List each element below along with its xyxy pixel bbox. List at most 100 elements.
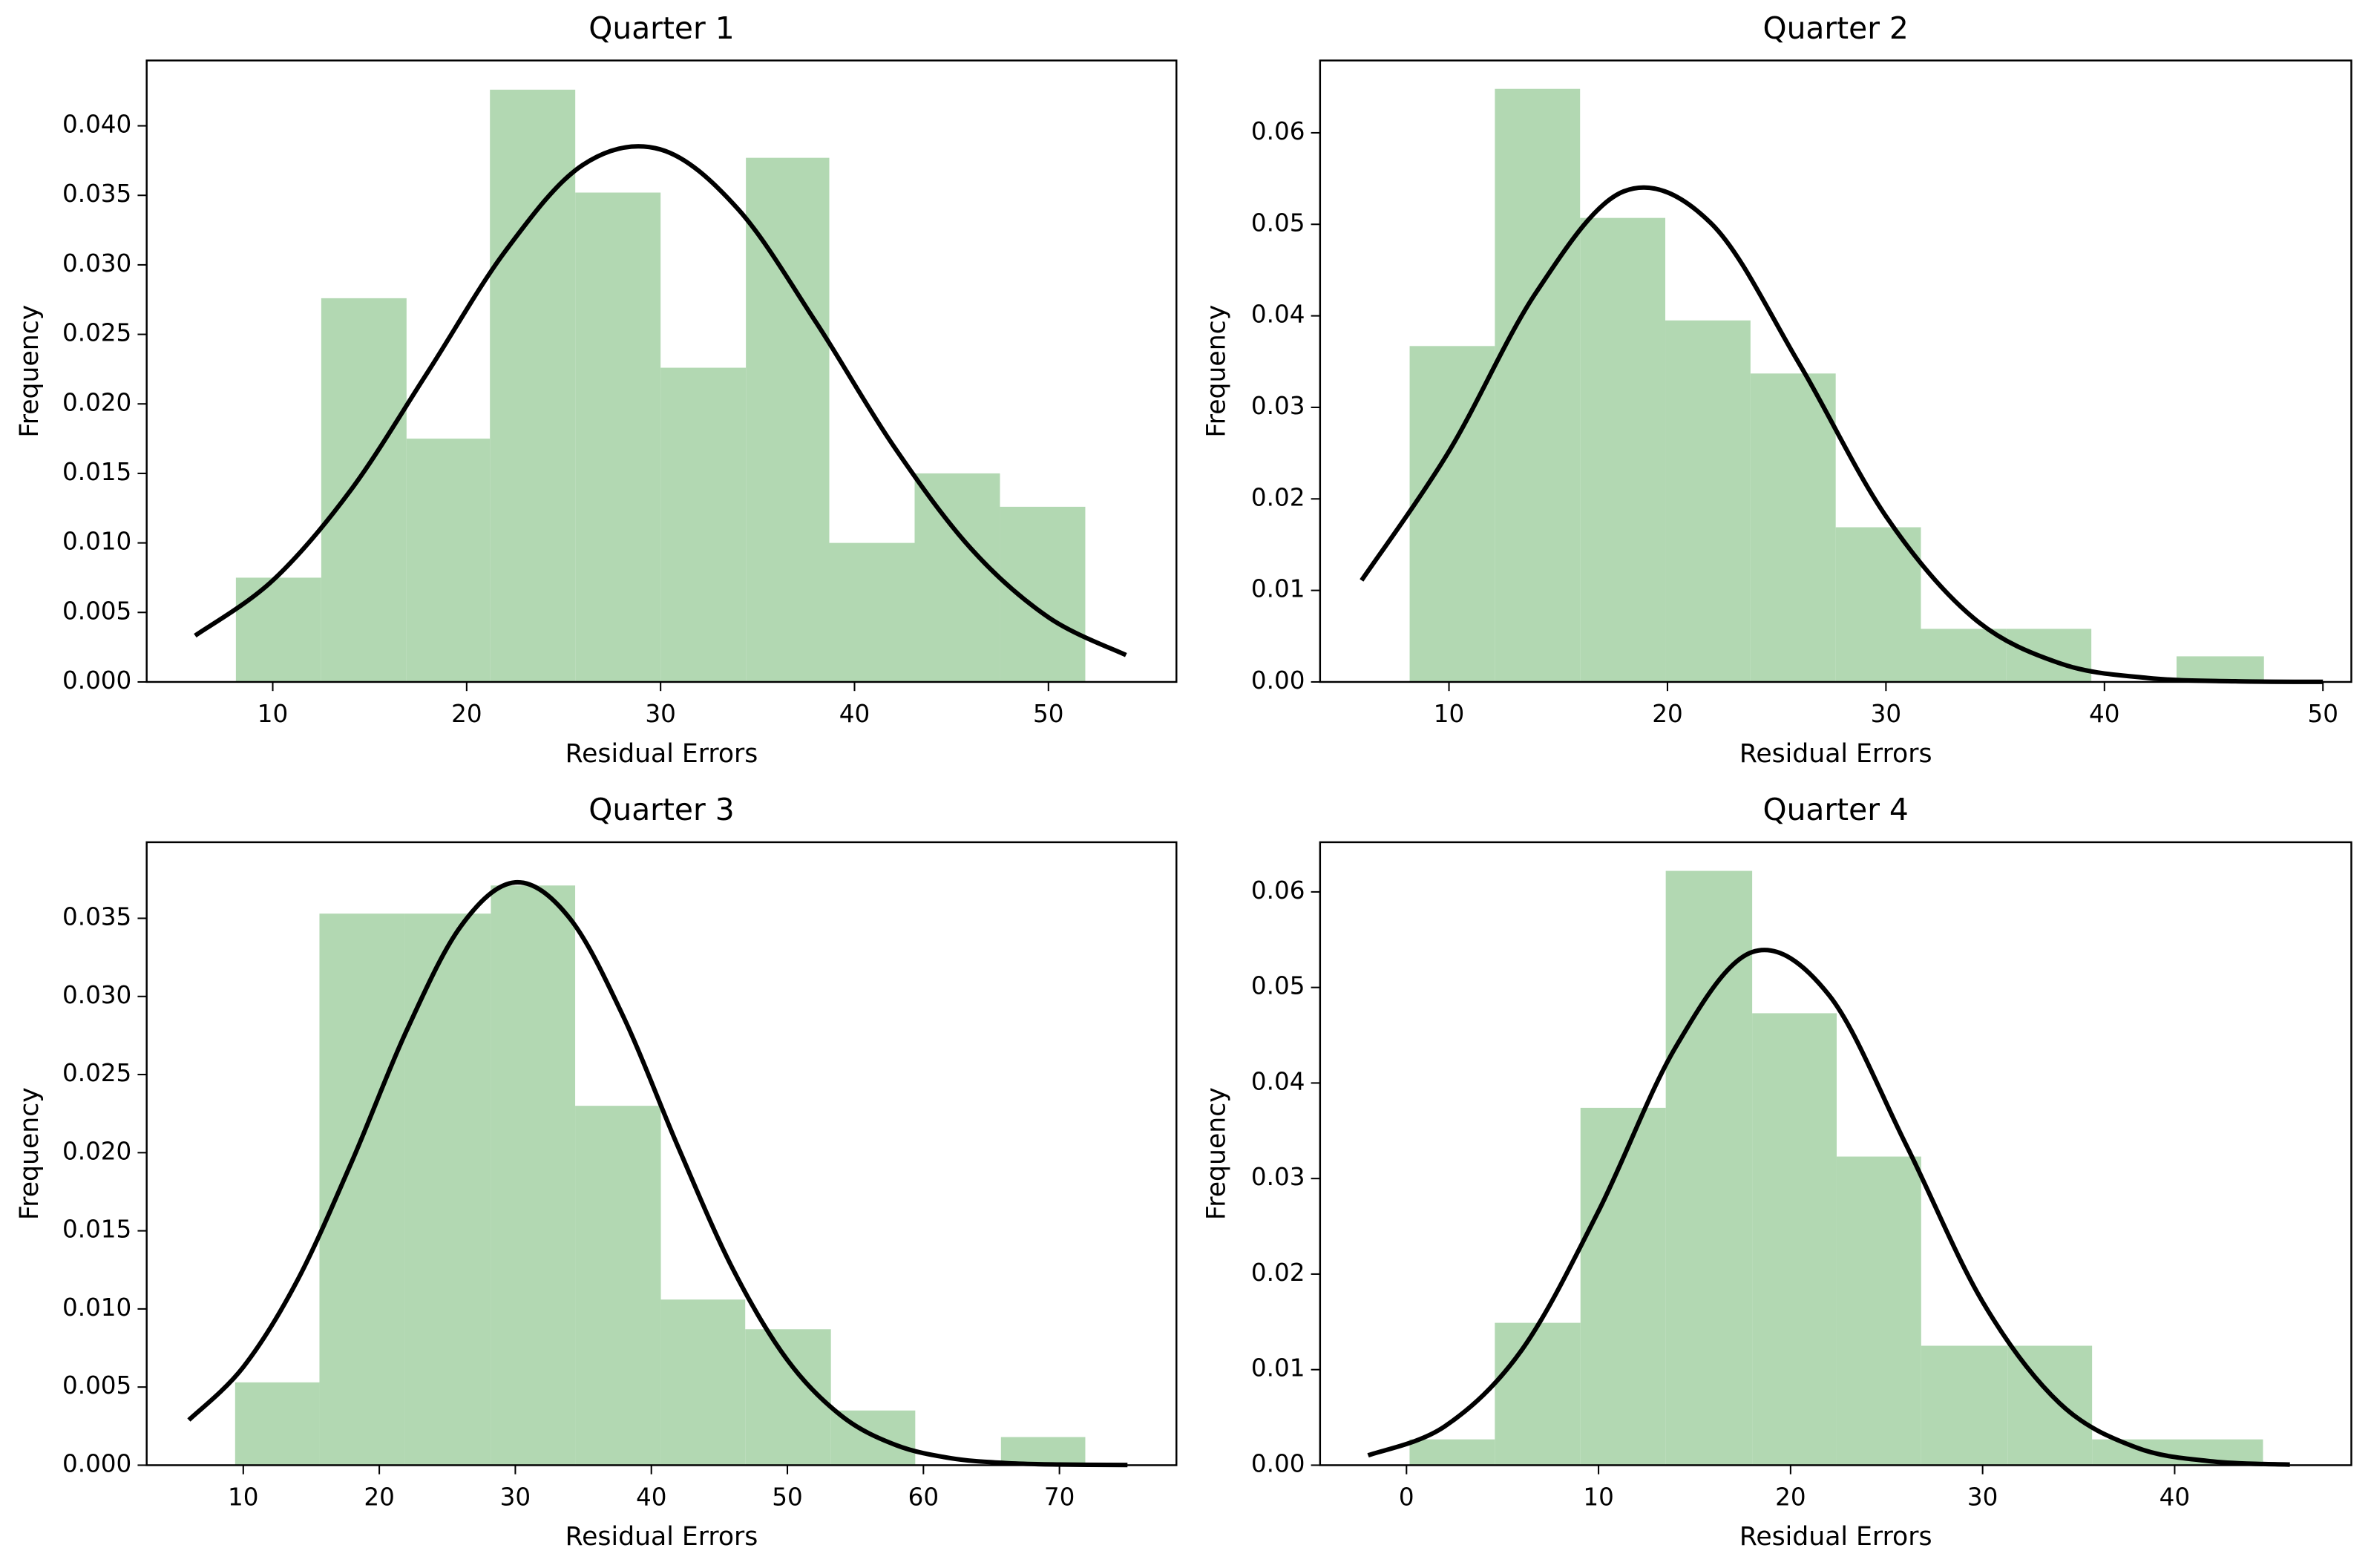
histogram-bar [745,1329,831,1466]
y-tick-label: 0.020 [62,1137,131,1165]
y-tick-label: 0.06 [1251,876,1305,905]
histogram-bar [319,913,405,1466]
x-tick-label: 40 [636,1483,666,1511]
histogram-bar [2006,629,2092,682]
x-axis-label: Residual Errors [565,1522,758,1552]
y-tick-label: 0.00 [1251,666,1305,695]
histogram-bar [1921,629,2007,682]
y-tick-label: 0.05 [1251,209,1305,237]
x-tick-label: 10 [1583,1483,1613,1511]
chart-title: Quarter 1 [588,10,734,46]
subplot: 0.00 0.01 0.02 0.03 0.04 0.05 0.06 10 20 30 40 50 Qu… [1201,10,2352,769]
histogram-bar [1495,1322,1581,1466]
x-tick-label: 10 [258,700,288,728]
y-tick-label: 0.03 [1251,1163,1305,1191]
x-tick-label: 50 [1033,700,1063,728]
density-curve [194,144,1127,657]
histogram-bar [321,298,407,682]
subplot: 0.00 0.01 0.02 0.03 0.04 0.05 0.06 0 10 20 30 40 Qua… [1201,792,2352,1552]
y-tick-label: 0.025 [62,1059,131,1087]
histogram-bar [746,157,830,682]
x-tick-label: 30 [645,700,675,728]
axes-frame [1319,841,2352,1466]
y-tick-label: 0.015 [62,458,131,486]
histogram-bar [235,1382,320,1466]
histogram-bar [490,89,576,682]
histogram-bar [1836,1156,1921,1466]
x-tick-label: 30 [1871,700,1901,728]
x-tick-label: 0 [1399,1483,1414,1511]
histogram-bar [1495,88,1581,682]
y-tick-label: 0.02 [1251,483,1305,511]
density-curve [187,879,1128,1468]
y-tick-label: 0.010 [62,1293,131,1322]
y-tick-label: 0.04 [1251,1067,1305,1095]
x-tick-label: 20 [364,1483,394,1511]
y-axis-label: Frequency [1201,1087,1231,1220]
y-tick-label: 0.01 [1251,575,1305,603]
y-tick-label: 0.01 [1251,1354,1305,1382]
histogram-bar [1580,1107,1666,1466]
x-tick-label: 40 [839,700,870,728]
y-tick-label: 0.030 [62,981,131,1009]
axes-frame [145,841,1178,1466]
x-tick-label: 30 [500,1483,531,1511]
y-tick-label: 0.005 [62,597,131,625]
y-tick-label: 0.010 [62,528,131,556]
y-tick-label: 0.015 [62,1216,131,1244]
axes-frame [145,59,1178,683]
histogram-bar [660,367,747,682]
density-curve [1360,185,2324,684]
y-tick-label: 0.03 [1251,392,1305,420]
histogram-bar [1409,1439,1495,1466]
y-tick-label: 0.05 [1251,972,1305,1000]
x-tick-label: 20 [451,700,482,728]
histogram-bar [1752,1013,1837,1466]
y-tick-label: 0.06 [1251,117,1305,145]
y-tick-label: 0.00 [1251,1449,1305,1477]
histogram-bar [1665,870,1753,1466]
chart-title: Quarter 3 [588,792,734,827]
y-tick-label: 0.000 [62,1449,131,1477]
x-tick-label: 50 [772,1483,802,1511]
y-axis-label: Frequency [1201,305,1231,438]
x-tick-label: 30 [1967,1483,1998,1511]
subplot: 0.000 0.005 0.010 0.015 0.020 0.025 0.030 0.035… [15,10,1178,769]
x-tick-label: 40 [2160,1483,2190,1511]
y-tick-label: 0.035 [62,180,131,208]
histogram-bar [404,913,491,1466]
histogram-bar [1580,217,1666,682]
histogram-bar [1750,373,1836,682]
x-axis-label: Residual Errors [565,739,758,769]
chart-title: Quarter 4 [1763,792,1909,827]
histogram-bar [575,1106,661,1466]
x-axis-label: Residual Errors [1739,1522,1932,1552]
y-tick-label: 0.020 [62,388,131,416]
x-tick-label: 40 [2089,700,2119,728]
y-tick-label: 0.04 [1251,301,1305,329]
histogram-bar [914,473,1000,682]
x-tick-label: 10 [228,1483,258,1511]
histogram-bar [1000,1437,1086,1466]
histogram-bar [829,542,915,682]
histogram-bar [491,885,576,1466]
x-tick-label: 60 [908,1483,939,1511]
x-tick-label: 20 [1775,1483,1806,1511]
chart-title: Quarter 2 [1763,10,1909,46]
y-tick-label: 0.030 [62,249,131,278]
histogram-bar [2007,1345,2093,1466]
y-tick-label: 0.02 [1251,1259,1305,1287]
x-tick-label: 70 [1044,1483,1075,1511]
histogram-bar [1835,527,1921,682]
histogram-bar [235,577,321,682]
y-tick-label: 0.035 [62,902,131,931]
x-tick-label: 20 [1652,700,1682,728]
x-tick-label: 50 [2307,700,2338,728]
y-axis-label: Frequency [15,1087,45,1220]
histogram-bar [1000,506,1086,682]
histogram-bar [2092,1439,2177,1466]
y-axis-label: Frequency [15,305,45,438]
histogram-bar [660,1299,746,1466]
